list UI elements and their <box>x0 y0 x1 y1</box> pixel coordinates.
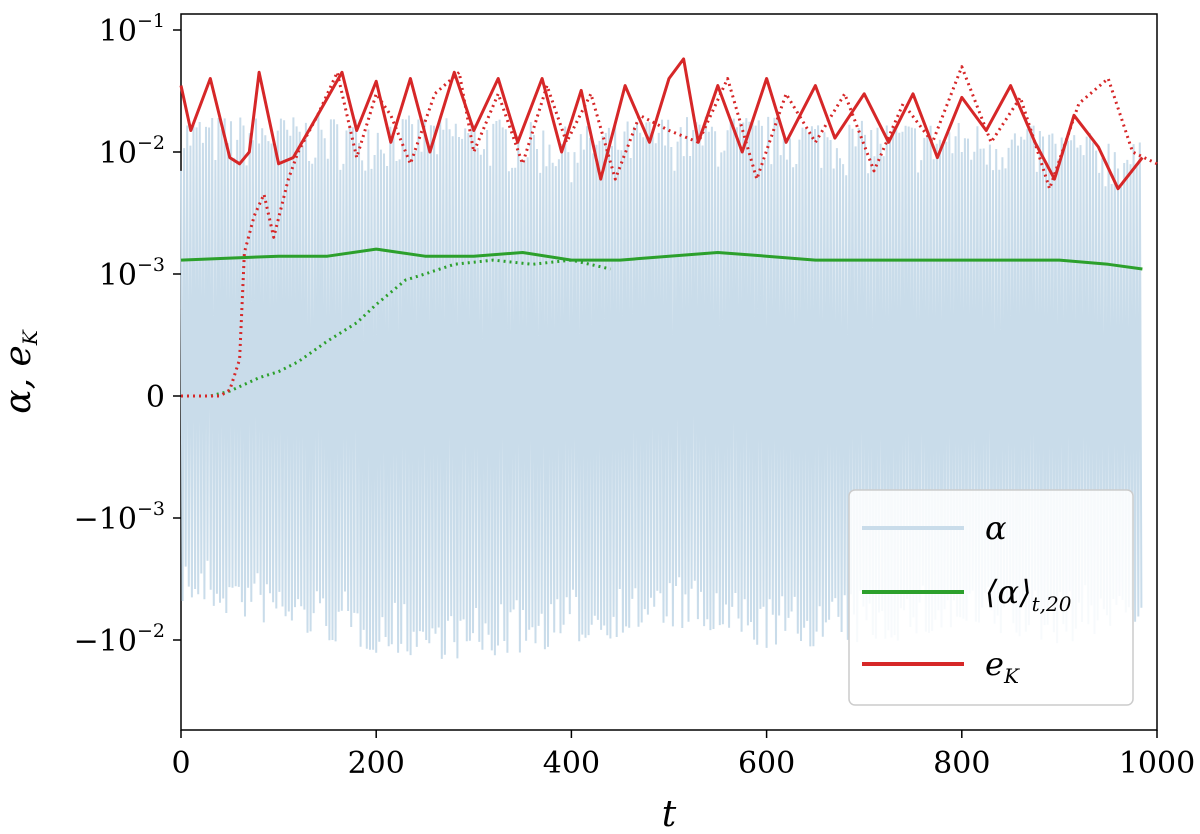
series-line <box>179 57 1144 191</box>
x-tick-label: 400 <box>543 746 600 781</box>
series-line <box>180 247 1143 271</box>
legend-entry-ek: eK <box>862 645 1020 688</box>
x-axis-label: t <box>662 794 677 834</box>
series-layer <box>179 57 1158 659</box>
y-tick-label: 0 <box>146 380 165 415</box>
x-tick-label: 1000 <box>1119 746 1195 781</box>
legend-label-ek: eK <box>985 645 1020 688</box>
series-alpha <box>180 115 1143 659</box>
x-tick-label: 200 <box>348 746 405 781</box>
y-tick-label: 10−1 <box>99 10 165 49</box>
y-ticks: 10−1 10−2 10−3 0 −10−3 −10−2 <box>74 10 181 659</box>
x-tick-label: 600 <box>738 746 795 781</box>
legend-entry-alpha-avg: ⟨α⟩t,20 <box>862 573 1072 616</box>
series-3 <box>179 57 1144 191</box>
legend: α ⟨α⟩t,20 eK <box>848 489 1134 706</box>
legend-entry-alpha: α <box>862 509 1007 547</box>
x-tick-label: 800 <box>933 746 990 781</box>
y-axis-label-group: α, eK <box>0 329 42 414</box>
x-tick-label: 0 <box>171 746 190 781</box>
series-1 <box>180 247 1143 271</box>
x-ticks: 0 200 400 600 800 1000 <box>171 730 1195 781</box>
legend-box <box>848 489 1134 706</box>
y-axis-label-main: α, e <box>0 345 39 414</box>
legend-label-alpha-avg: ⟨α⟩t,20 <box>985 573 1072 616</box>
y-tick-label: 10−2 <box>99 132 165 171</box>
alpha-line <box>180 115 1143 659</box>
y-tick-label: 10−3 <box>99 254 165 293</box>
y-tick-label: −10−2 <box>74 620 165 659</box>
y-tick-label: −10−3 <box>74 498 165 537</box>
legend-label-alpha: α <box>985 509 1007 547</box>
y-axis-label-sub: K <box>18 329 42 346</box>
y-axis-label: α, eK <box>0 329 42 414</box>
